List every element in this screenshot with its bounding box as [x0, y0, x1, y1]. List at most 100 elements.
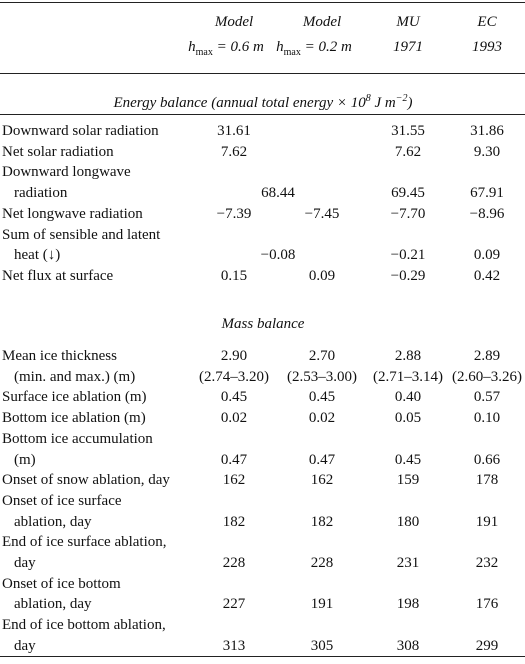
subscript: max — [283, 47, 301, 58]
row-label: (m) — [14, 451, 36, 468]
cell-value: 0.05 — [394, 410, 422, 427]
cell-value: 0.15 — [220, 267, 248, 284]
title-part: −2 — [395, 93, 408, 104]
row-label: Mean ice thickness — [2, 348, 117, 364]
row-label: Downward longwave — [2, 164, 131, 181]
top-rule — [0, 2, 525, 3]
row-label: Bottom ice ablation (m) — [2, 410, 146, 427]
title-part: ) — [407, 95, 413, 111]
row-label: Onset of ice surface — [2, 492, 122, 509]
cell-value: −8.96 — [469, 205, 505, 222]
cell-value: 9.30 — [473, 143, 501, 160]
section-rule — [0, 114, 525, 115]
cell-value: 0.09 — [308, 267, 336, 284]
cell-value: 191 — [475, 513, 499, 530]
row-label: End of ice surface ablation, — [2, 534, 167, 551]
section-title: Mass balance — [222, 315, 305, 333]
cell-value: 182 — [222, 513, 246, 530]
column-header: 1993 — [472, 38, 502, 56]
column-header: Model — [214, 14, 254, 30]
cell-value: 176 — [475, 596, 499, 613]
column-header: EC — [477, 14, 497, 30]
cell-value: 0.40 — [394, 389, 422, 406]
cell-value: 231 — [396, 555, 420, 571]
cell-value: 198 — [396, 596, 420, 613]
cell-value: (2.74–3.20) — [199, 368, 269, 385]
cell-value: 0.45 — [308, 389, 336, 406]
row-label: Net longwave radiation — [2, 205, 143, 222]
cell-value: (2.71–3.14) — [373, 368, 443, 385]
cell-value: 182 — [310, 513, 334, 530]
row-label: Downward solar radiation — [2, 123, 159, 139]
row-label: Net solar radiation — [2, 143, 114, 160]
row-label: day — [14, 555, 36, 571]
row-label: Sum of sensible and latent — [2, 226, 161, 243]
header-text: 1993 — [472, 39, 502, 55]
header-rule — [0, 73, 525, 74]
row-label: Onset of ice bottom — [2, 575, 121, 592]
row-label: heat (↓) — [14, 247, 61, 264]
row-label: Bottom ice accumulation — [2, 430, 153, 447]
cell-value: 159 — [396, 472, 420, 489]
row-label: ablation, day — [14, 513, 92, 530]
symbol: h — [188, 39, 196, 55]
cell-value: 2.90 — [220, 348, 248, 364]
cell-value: (2.60–3.26) — [452, 368, 522, 385]
cell-value: 180 — [396, 513, 420, 530]
cell-value: 299 — [475, 637, 499, 654]
cell-value: −0.21 — [390, 247, 426, 264]
cell-value: 232 — [475, 555, 499, 571]
symbol: h — [276, 39, 284, 55]
cell-value: −7.70 — [390, 205, 426, 222]
cell-value: −0.08 — [260, 247, 296, 264]
header-text: = 0.6 m — [216, 39, 264, 55]
cell-value: 31.86 — [470, 123, 504, 139]
cell-value: 313 — [222, 637, 246, 654]
cell-value: −7.45 — [304, 205, 340, 222]
cell-value: 69.45 — [391, 185, 425, 202]
cell-value: 2.88 — [394, 348, 422, 364]
column-header: Model — [302, 14, 342, 30]
cell-value: −7.39 — [216, 205, 252, 222]
cell-value: 0.47 — [220, 451, 248, 468]
row-label: ablation, day — [14, 596, 92, 613]
column-header: hmax = 0.2 m — [276, 38, 352, 62]
cell-value: 7.62 — [394, 143, 422, 160]
cell-value: 31.55 — [391, 123, 425, 139]
row-label: Surface ice ablation (m) — [2, 389, 147, 406]
cell-value: 162 — [310, 472, 334, 489]
cell-value: 0.09 — [473, 247, 501, 264]
subscript: max — [195, 47, 213, 58]
row-label: day — [14, 637, 36, 654]
cell-value: 305 — [310, 637, 334, 654]
cell-value: 0.02 — [220, 410, 248, 427]
header-text: = 0.2 m — [304, 39, 352, 55]
title-part: Energy balance (annual total energy × 10 — [113, 95, 366, 111]
cell-value: 0.66 — [473, 451, 501, 468]
row-label: (min. and max.) (m) — [14, 368, 136, 385]
row-label: Net flux at surface — [2, 267, 114, 284]
cell-value: 2.70 — [308, 348, 336, 364]
title-part: Mass balance — [221, 316, 305, 332]
cell-value: 178 — [475, 472, 499, 489]
cell-value: 2.89 — [473, 348, 501, 364]
cell-value: 0.42 — [473, 267, 501, 284]
cell-value: 162 — [222, 472, 246, 489]
cell-value: 68.44 — [261, 185, 295, 202]
cell-value: 0.45 — [220, 389, 248, 406]
header-text: 1971 — [393, 39, 423, 55]
column-header: hmax = 0.6 m — [188, 38, 264, 62]
cell-value: 31.61 — [217, 123, 251, 139]
section-title: Energy balance (annual total energy × 10… — [113, 90, 412, 112]
bottom-rule — [0, 656, 525, 657]
cell-value: 227 — [222, 596, 246, 613]
row-label: End of ice bottom ablation, — [2, 617, 166, 634]
row-label: Onset of snow ablation, day — [2, 472, 170, 489]
cell-value: 0.02 — [308, 410, 336, 427]
cell-value: 0.47 — [308, 451, 336, 468]
cell-value: 0.57 — [473, 389, 501, 406]
cell-value: 0.10 — [473, 410, 501, 427]
cell-value: −0.29 — [390, 267, 426, 284]
title-part: 8 — [365, 93, 371, 104]
